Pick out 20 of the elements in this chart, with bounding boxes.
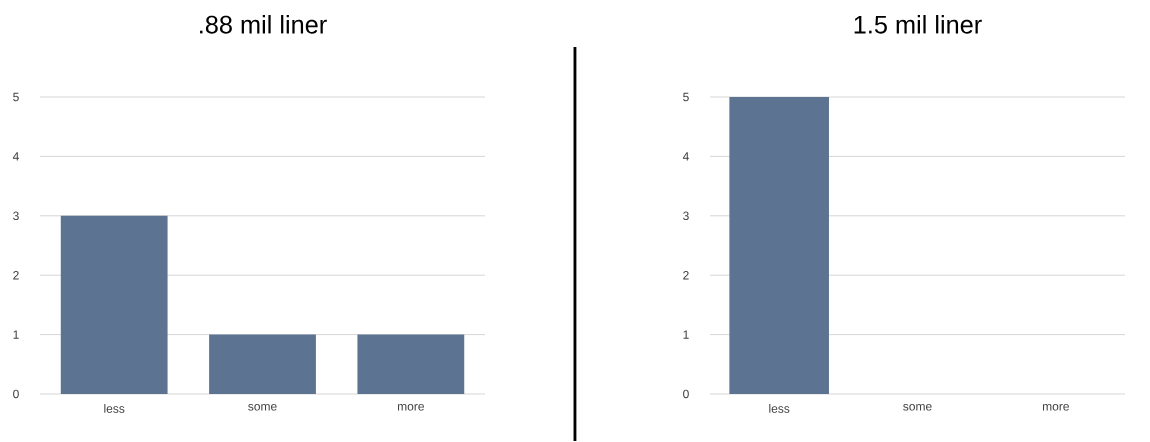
y-tick-label: 3 (683, 211, 689, 220)
x-tick-label: more (1042, 403, 1069, 411)
y-tick-label: 3 (13, 211, 19, 220)
x-tick-label: some (903, 403, 932, 411)
y-tick-label: 1 (683, 330, 689, 339)
y-tick-label: 5 (683, 92, 689, 101)
y-tick-label: 4 (12, 152, 19, 161)
x-tick-label: some (248, 403, 277, 411)
chart-title: .88 mil liner (200, 14, 327, 34)
y-tick-label: 1 (13, 330, 19, 339)
y-tick-label: 5 (13, 92, 19, 101)
y-tick-label: 0 (13, 389, 19, 399)
x-tick-label: more (397, 403, 424, 411)
y-tick-label: 4 (682, 152, 689, 161)
y-tick-label: 0 (683, 389, 689, 399)
y-tick-label: 2 (13, 270, 19, 280)
chart-title: 1.5 mil liner (854, 14, 982, 34)
x-tick-label: less (104, 403, 125, 413)
x-tick-label: less (769, 403, 790, 413)
y-tick-label: 2 (683, 270, 689, 280)
